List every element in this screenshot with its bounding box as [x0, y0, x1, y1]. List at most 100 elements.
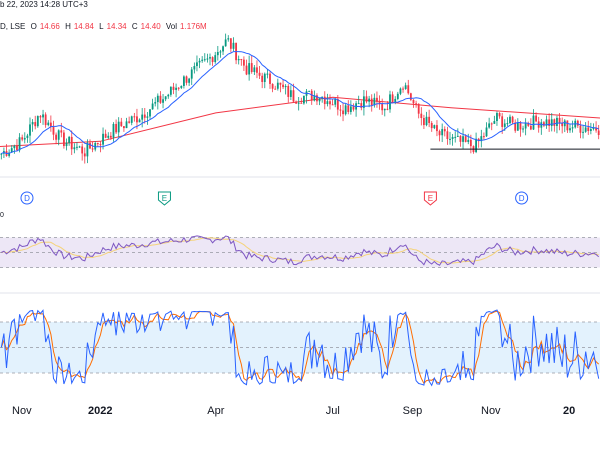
candle	[357, 103, 360, 105]
candle	[279, 82, 282, 85]
x-tick-label: 20	[563, 405, 575, 417]
candle	[39, 116, 42, 118]
close-value: 14.40	[140, 22, 161, 31]
candle	[292, 90, 295, 102]
candle	[78, 146, 81, 148]
candle	[198, 60, 201, 63]
candle	[441, 129, 444, 136]
candle	[464, 136, 467, 142]
candle	[428, 116, 431, 123]
candle	[582, 131, 584, 133]
candle	[297, 102, 300, 104]
event-marker-label: D	[519, 194, 525, 203]
candle	[271, 83, 274, 89]
candle	[409, 93, 412, 100]
candle	[73, 147, 76, 150]
candle	[287, 85, 290, 97]
candle	[206, 58, 209, 60]
candle	[216, 52, 219, 56]
candle	[399, 88, 402, 94]
candle	[104, 133, 107, 138]
candle	[334, 98, 337, 105]
candle	[0, 153, 3, 155]
candle	[36, 116, 39, 127]
candle	[360, 103, 363, 108]
candle	[44, 114, 47, 126]
candle	[477, 138, 480, 142]
candle	[318, 98, 321, 102]
earnings-marker	[157, 191, 171, 206]
candle	[99, 144, 102, 146]
candle	[125, 121, 128, 129]
candle	[138, 119, 141, 123]
candle	[295, 101, 297, 104]
candle	[203, 59, 206, 61]
candle	[566, 120, 569, 131]
candle	[130, 116, 133, 123]
open-value: 14.66	[39, 22, 60, 31]
candle	[503, 123, 506, 127]
candle	[52, 126, 55, 135]
candle	[344, 105, 347, 115]
candle	[70, 136, 73, 150]
candle	[501, 116, 504, 127]
candle	[123, 126, 125, 129]
candle	[214, 55, 217, 63]
candle	[146, 116, 149, 118]
candle	[107, 135, 110, 138]
ohlc-legend: D, LSE O 14.66 H 14.84 L 14.34 C 14.40 Vol 1.…	[0, 22, 210, 31]
candle	[496, 113, 498, 122]
candle	[222, 46, 224, 52]
candle	[592, 127, 595, 130]
candle	[128, 121, 131, 123]
candle	[584, 127, 587, 132]
candle	[569, 128, 571, 131]
candle	[141, 114, 144, 120]
x-tick-label: 2022	[88, 405, 112, 417]
candle	[102, 133, 104, 145]
low-label: L	[99, 22, 104, 31]
candle	[381, 103, 384, 111]
candle	[556, 117, 558, 126]
candle	[263, 73, 266, 82]
candle	[276, 82, 279, 89]
candle	[154, 102, 157, 104]
candle	[396, 93, 399, 99]
candle	[323, 96, 326, 105]
candle	[558, 117, 561, 123]
candle	[269, 73, 271, 84]
candle	[284, 85, 287, 88]
candle	[449, 138, 451, 140]
candle	[423, 118, 425, 126]
candle	[167, 94, 170, 97]
candle	[386, 108, 389, 110]
candle	[370, 98, 373, 106]
candle	[326, 101, 329, 105]
candle	[391, 94, 394, 103]
candle	[248, 63, 251, 75]
rsi-moving-average	[1, 237, 599, 264]
candle	[540, 122, 543, 128]
dividend-marker	[20, 191, 34, 205]
candle	[451, 137, 454, 139]
candle	[188, 78, 191, 83]
candle	[303, 95, 305, 104]
candle	[506, 123, 509, 125]
candle	[376, 97, 378, 102]
high-label: H	[65, 22, 71, 31]
candle	[185, 76, 188, 83]
candle	[493, 121, 496, 124]
candle	[258, 72, 261, 76]
candle	[183, 76, 185, 86]
candle	[156, 95, 159, 103]
candle	[404, 85, 407, 90]
candle	[433, 125, 436, 129]
candle	[519, 122, 522, 130]
volume-value: 1.176M	[180, 22, 207, 31]
candle	[310, 90, 313, 101]
candle	[175, 87, 177, 90]
candle	[91, 148, 94, 150]
candle	[164, 96, 167, 100]
candle	[49, 122, 52, 127]
